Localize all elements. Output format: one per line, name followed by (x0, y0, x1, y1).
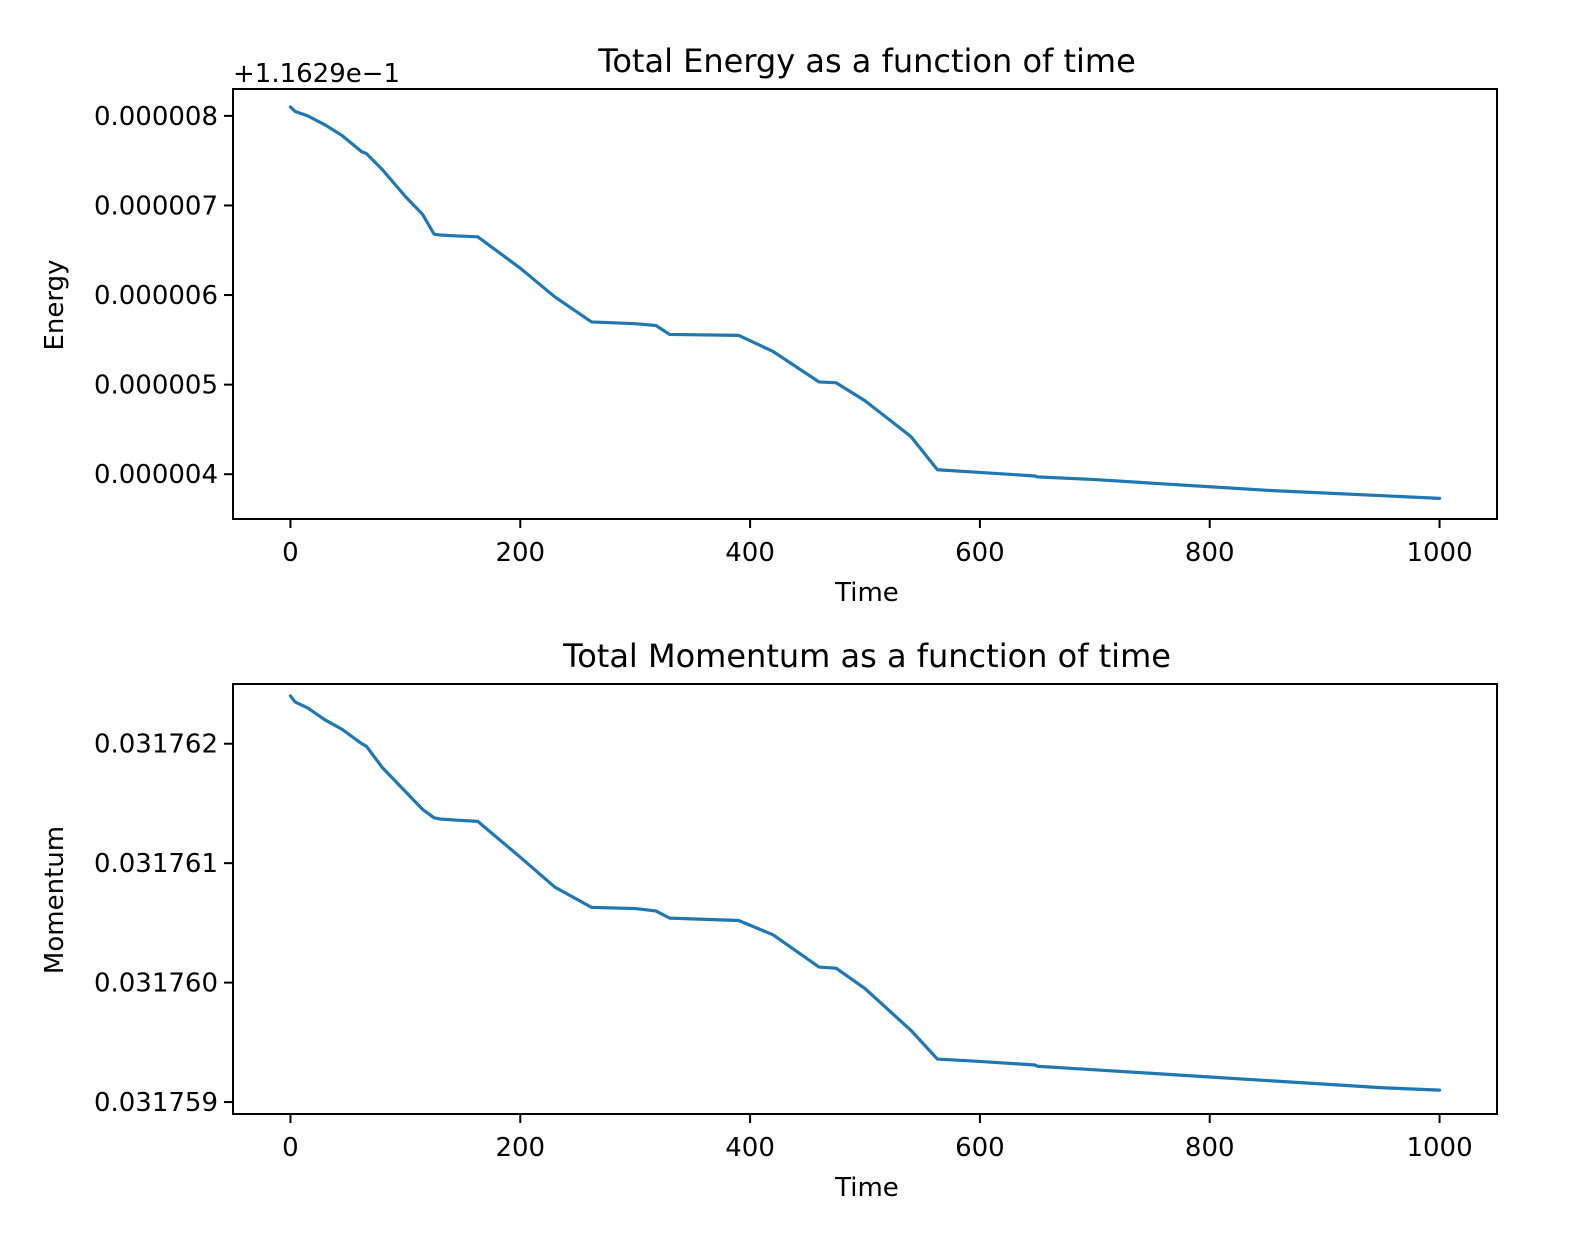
momentum-x-tick-label: 200 (495, 1133, 545, 1163)
momentum-ticks: 0 200 400 600 800 1000 0.031759 0.031760 0.03176… (94, 730, 1473, 1163)
momentum-y-axis-label: Momentum (40, 826, 70, 974)
momentum-x-tick-label: 0 (282, 1133, 299, 1163)
momentum-plot-frame (232, 683, 1498, 1115)
momentum-x-axis-label: Time (834, 1173, 899, 1203)
energy-series-line (288, 105, 1442, 500)
energy-y-tick-label: 0.000005 (94, 371, 218, 401)
energy-y-tick-label: 0.000004 (94, 460, 218, 490)
momentum-y-tick-label: 0.031759 (94, 1088, 218, 1118)
momentum-chart: Total Momentum as a function of time Tim… (40, 637, 1498, 1203)
energy-plot-frame (232, 88, 1498, 520)
energy-y-tick-label: 0.000007 (94, 191, 218, 221)
momentum-x-tick-label: 800 (1185, 1133, 1235, 1163)
momentum-chart-title: Total Momentum as a function of time (562, 637, 1171, 675)
momentum-y-tick-label: 0.031760 (94, 969, 218, 999)
energy-x-tick-label: 1000 (1406, 538, 1472, 568)
energy-x-tick-label: 0 (282, 538, 299, 568)
energy-x-tick-label: 800 (1185, 538, 1235, 568)
energy-ticks: 0 200 400 600 800 1000 0.000004 0.000005 0.00000… (94, 102, 1473, 568)
momentum-series-line (288, 694, 1442, 1092)
energy-x-tick-label: 600 (955, 538, 1005, 568)
energy-y-tick-label: 0.000006 (94, 281, 218, 311)
energy-y-axis-label: Energy (40, 259, 70, 350)
energy-chart: Total Energy as a function of time +1.16… (40, 42, 1498, 608)
energy-x-tick-label: 200 (495, 538, 545, 568)
momentum-y-tick-label: 0.031761 (94, 849, 218, 879)
momentum-x-tick-label: 400 (725, 1133, 775, 1163)
momentum-x-tick-label: 600 (955, 1133, 1005, 1163)
momentum-x-tick-label: 1000 (1406, 1133, 1472, 1163)
momentum-y-tick-label: 0.031762 (94, 730, 218, 760)
energy-y-offset-label: +1.1629e−1 (233, 59, 400, 89)
energy-y-tick-label: 0.000008 (94, 102, 218, 132)
energy-x-axis-label: Time (834, 578, 899, 608)
energy-x-tick-label: 400 (725, 538, 775, 568)
energy-chart-title: Total Energy as a function of time (597, 42, 1136, 80)
